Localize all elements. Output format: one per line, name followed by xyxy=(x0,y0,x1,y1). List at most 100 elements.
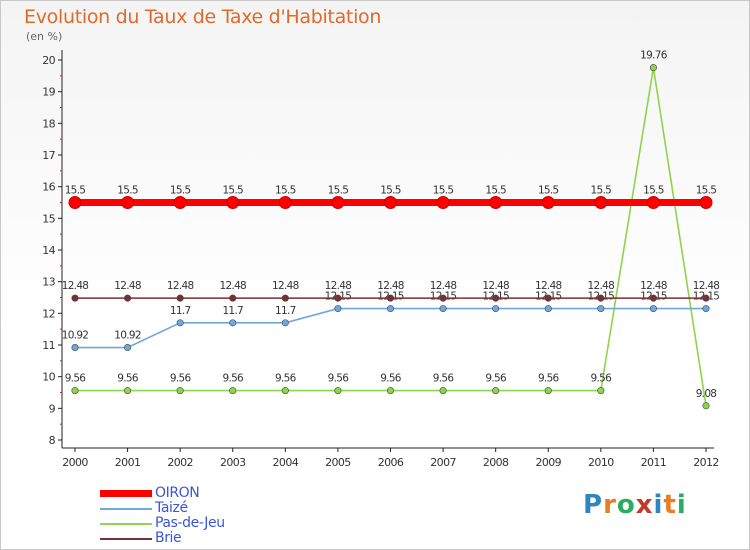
data-point xyxy=(384,196,397,209)
data-point xyxy=(649,64,657,72)
x-tick-label: 2007 xyxy=(430,456,456,469)
data-label: 12.48 xyxy=(114,280,141,292)
data-label: 9.56 xyxy=(485,373,507,385)
y-tick-label: 12 xyxy=(42,307,55,320)
data-point xyxy=(597,294,605,302)
data-label: 15.5 xyxy=(433,185,454,197)
data-label: 15.5 xyxy=(380,185,401,197)
data-point xyxy=(334,387,342,395)
data-label: 9.56 xyxy=(591,373,613,385)
data-point xyxy=(594,196,608,209)
legend-label: OIRON xyxy=(155,485,200,501)
x-tick-label: 2000 xyxy=(62,456,88,469)
data-point xyxy=(439,305,447,313)
y-tick-label: 18 xyxy=(42,117,55,130)
data-label: 12.48 xyxy=(693,280,720,292)
y-tick-label: 9 xyxy=(49,402,56,415)
data-label: 9.56 xyxy=(222,373,244,385)
legend-swatch xyxy=(100,508,152,510)
data-point xyxy=(492,387,500,395)
data-point xyxy=(439,387,447,395)
y-tick-label: 19 xyxy=(42,86,55,99)
y-tick-label: 8 xyxy=(49,434,56,447)
legend-swatch xyxy=(100,523,152,525)
data-label: 9.56 xyxy=(538,373,560,385)
data-point xyxy=(597,387,605,395)
data-label: 12.48 xyxy=(219,280,246,292)
data-label: 15.5 xyxy=(65,185,86,197)
data-point xyxy=(646,196,660,209)
x-tick-label: 2004 xyxy=(273,456,299,469)
data-point xyxy=(124,387,132,395)
data-point xyxy=(331,196,345,209)
data-point xyxy=(229,294,237,302)
data-point xyxy=(649,294,657,302)
data-point xyxy=(544,294,552,302)
data-label: 9.08 xyxy=(696,388,717,400)
x-tick-label: 2003 xyxy=(220,456,246,469)
data-point xyxy=(71,344,79,352)
chart-title: Evolution du Taux de Taxe d'Habitation xyxy=(24,6,382,28)
data-label: 11.7 xyxy=(275,305,296,317)
legend-label: Pas-de-Jeu xyxy=(155,515,225,531)
data-point xyxy=(541,196,555,209)
data-label: 11.7 xyxy=(170,305,191,317)
data-label: 9.56 xyxy=(433,373,455,385)
y-tick-label: 17 xyxy=(42,149,55,162)
data-point xyxy=(124,344,132,352)
data-label: 15.5 xyxy=(170,185,191,197)
data-label: 11.7 xyxy=(222,305,243,317)
data-point xyxy=(492,294,500,302)
data-label: 12.48 xyxy=(482,280,509,292)
data-label: 12.48 xyxy=(167,280,194,292)
data-point xyxy=(334,294,342,302)
data-point xyxy=(439,294,447,302)
data-label: 15.5 xyxy=(222,185,243,197)
y-tick-label: 20 xyxy=(42,54,55,67)
data-point xyxy=(544,387,552,395)
data-point xyxy=(71,387,79,395)
data-point xyxy=(68,196,82,209)
data-point xyxy=(278,196,292,209)
data-label: 10.92 xyxy=(62,330,89,342)
data-point xyxy=(597,305,605,313)
x-tick-label: 2009 xyxy=(535,456,561,469)
data-label: 9.56 xyxy=(275,373,297,385)
data-label: 15.5 xyxy=(538,185,559,197)
x-tick-label: 2001 xyxy=(115,456,141,469)
y-tick-label: 10 xyxy=(42,371,55,384)
data-label: 9.56 xyxy=(117,373,139,385)
data-label: 19.76 xyxy=(640,50,668,62)
data-point xyxy=(121,196,135,209)
x-tick-label: 2011 xyxy=(641,456,667,469)
data-label: 12.48 xyxy=(640,280,667,292)
proxiti-logo: Proxiti xyxy=(583,490,687,520)
y-tick-label: 16 xyxy=(42,181,55,194)
data-label: 9.56 xyxy=(170,373,192,385)
data-point xyxy=(699,196,713,209)
data-label: 15.5 xyxy=(275,185,296,197)
x-tick-label: 2010 xyxy=(588,456,614,469)
data-point xyxy=(702,305,710,313)
y-tick-label: 15 xyxy=(42,212,55,225)
chart-subtitle: (en %) xyxy=(26,30,63,43)
data-point xyxy=(176,294,184,302)
data-label: 10.92 xyxy=(114,330,141,342)
data-point xyxy=(281,387,289,395)
data-point xyxy=(124,294,132,302)
data-point xyxy=(702,402,710,410)
data-point xyxy=(544,305,552,313)
legend-swatch xyxy=(100,538,152,540)
series-line-pas-de-jeu xyxy=(75,66,707,406)
data-label: 12.48 xyxy=(377,280,404,292)
data-label: 15.5 xyxy=(117,185,138,197)
data-label: 9.56 xyxy=(380,373,402,385)
data-point xyxy=(281,319,289,327)
data-label: 15.5 xyxy=(643,185,664,197)
data-point xyxy=(173,196,187,209)
data-label: 12.48 xyxy=(430,280,457,292)
data-label: 9.56 xyxy=(328,373,350,385)
data-point xyxy=(436,196,450,209)
data-label: 9.56 xyxy=(65,373,87,385)
